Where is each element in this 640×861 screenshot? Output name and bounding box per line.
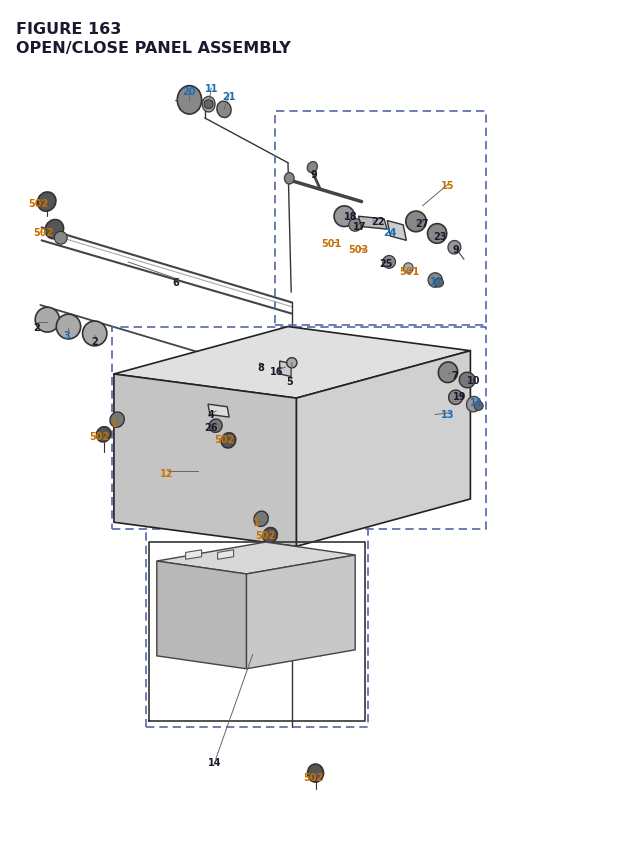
Ellipse shape <box>254 511 268 527</box>
Ellipse shape <box>404 263 413 274</box>
Text: 20: 20 <box>182 87 196 97</box>
Ellipse shape <box>221 433 236 449</box>
Ellipse shape <box>308 765 324 782</box>
Text: 13: 13 <box>441 410 455 420</box>
Text: 5: 5 <box>287 376 293 387</box>
Text: 15: 15 <box>441 181 455 191</box>
Text: 26: 26 <box>204 423 218 433</box>
Polygon shape <box>114 375 296 547</box>
Text: 8: 8 <box>258 362 264 373</box>
Text: 17: 17 <box>353 221 367 232</box>
Text: 16: 16 <box>269 367 284 377</box>
Text: 27: 27 <box>415 219 429 229</box>
Ellipse shape <box>56 315 81 339</box>
Ellipse shape <box>202 97 215 113</box>
Text: 502: 502 <box>255 530 276 541</box>
Text: 18: 18 <box>344 212 358 222</box>
Ellipse shape <box>97 427 111 443</box>
Text: OPEN/CLOSE PANEL ASSEMBLY: OPEN/CLOSE PANEL ASSEMBLY <box>16 41 291 56</box>
Polygon shape <box>208 405 229 418</box>
Text: 2: 2 <box>33 322 40 332</box>
Text: 1: 1 <box>111 418 117 429</box>
Text: 501: 501 <box>321 238 342 249</box>
Ellipse shape <box>45 220 63 239</box>
Circle shape <box>287 358 297 369</box>
Circle shape <box>204 101 213 109</box>
Ellipse shape <box>307 163 317 173</box>
Text: 23: 23 <box>433 232 447 242</box>
Text: 6: 6 <box>173 277 179 288</box>
Ellipse shape <box>83 322 107 346</box>
Ellipse shape <box>467 397 481 412</box>
Polygon shape <box>186 550 202 560</box>
Polygon shape <box>387 221 406 241</box>
Ellipse shape <box>406 212 426 232</box>
Ellipse shape <box>448 241 461 255</box>
Ellipse shape <box>428 225 447 244</box>
Circle shape <box>435 279 444 288</box>
Ellipse shape <box>35 308 60 332</box>
Text: 24: 24 <box>383 227 397 238</box>
Text: 7: 7 <box>451 370 458 381</box>
Polygon shape <box>114 327 470 399</box>
Text: 1: 1 <box>253 517 259 528</box>
Ellipse shape <box>110 412 124 428</box>
Text: 502: 502 <box>28 199 49 209</box>
Text: 502: 502 <box>33 227 53 238</box>
Text: 502: 502 <box>89 431 109 442</box>
Polygon shape <box>296 351 470 547</box>
Text: 11: 11 <box>470 397 484 407</box>
Text: 9: 9 <box>310 170 317 180</box>
Ellipse shape <box>209 419 222 433</box>
Text: 501: 501 <box>399 266 420 276</box>
Circle shape <box>474 402 483 411</box>
Text: 10: 10 <box>467 375 481 386</box>
Ellipse shape <box>217 102 231 119</box>
Ellipse shape <box>438 362 458 383</box>
Ellipse shape <box>334 207 355 227</box>
Text: 2: 2 <box>92 337 98 347</box>
Text: 11: 11 <box>204 84 218 94</box>
Polygon shape <box>157 542 355 574</box>
Polygon shape <box>280 362 291 377</box>
Ellipse shape <box>449 391 463 405</box>
Polygon shape <box>157 561 246 669</box>
Ellipse shape <box>263 528 277 543</box>
Polygon shape <box>218 550 234 560</box>
Text: 502: 502 <box>214 434 234 444</box>
Circle shape <box>54 232 67 245</box>
Ellipse shape <box>177 87 202 115</box>
Circle shape <box>349 220 362 232</box>
Text: 11: 11 <box>429 276 444 287</box>
Text: 503: 503 <box>348 245 369 255</box>
Ellipse shape <box>428 274 442 288</box>
Text: FIGURE 163: FIGURE 163 <box>16 22 122 37</box>
Polygon shape <box>358 217 387 230</box>
Ellipse shape <box>285 173 294 185</box>
Ellipse shape <box>460 373 475 388</box>
Text: 9: 9 <box>453 245 460 255</box>
Text: 3: 3 <box>64 331 70 341</box>
Text: 4: 4 <box>208 410 214 420</box>
Text: 19: 19 <box>452 391 467 401</box>
Text: 502: 502 <box>303 772 324 783</box>
Text: 25: 25 <box>379 258 393 269</box>
Text: 22: 22 <box>371 217 385 227</box>
Ellipse shape <box>38 193 56 212</box>
Text: 14: 14 <box>207 757 221 767</box>
Text: 21: 21 <box>222 92 236 102</box>
Circle shape <box>383 257 396 269</box>
Polygon shape <box>246 555 355 669</box>
Text: 12: 12 <box>159 468 173 479</box>
